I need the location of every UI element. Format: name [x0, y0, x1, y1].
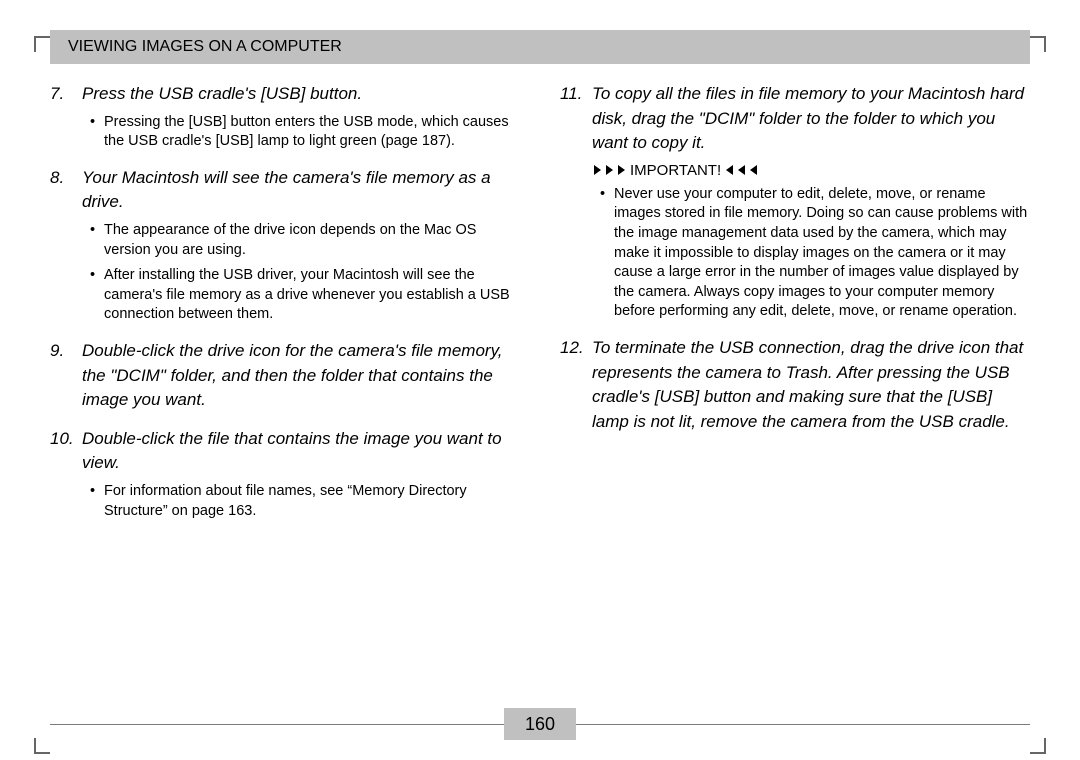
important-label-text: IMPORTANT! [630, 162, 721, 179]
important-callout-label: IMPORTANT! [594, 162, 1030, 179]
manual-page: VIEWING IMAGES ON A COMPUTER 7. Press th… [0, 30, 1080, 760]
footer-rule-left [50, 724, 504, 725]
step-8: 8. Your Macintosh will see the camera's … [50, 166, 520, 325]
step-text: Double-click the drive icon for the came… [82, 339, 520, 413]
step-7-bullets: Pressing the [USB] button enters the USB… [90, 113, 520, 152]
column-left: 7. Press the USB cradle's [USB] button. … [50, 82, 520, 535]
section-header-title: VIEWING IMAGES ON A COMPUTER [68, 38, 342, 56]
step-number: 12. [560, 336, 592, 361]
page-number: 160 [504, 708, 576, 740]
corner-mark-bottom-left [34, 738, 50, 754]
step-10-bullets: For information about file names, see “M… [90, 482, 520, 521]
step-text: Press the USB cradle's [USB] button. [82, 82, 520, 107]
step-12: 12. To terminate the USB connection, dra… [560, 336, 1030, 435]
triangle-right-icon [618, 165, 625, 175]
step-number: 11. [560, 82, 592, 107]
list-item: For information about file names, see “M… [90, 482, 520, 521]
triangle-left-icon [726, 165, 733, 175]
step-9: 9. Double-click the drive icon for the c… [50, 339, 520, 413]
triangle-left-icon [738, 165, 745, 175]
footer-rule-right [576, 724, 1030, 725]
list-item: After installing the USB driver, your Ma… [90, 266, 520, 325]
step-text: Your Macintosh will see the camera's fil… [82, 166, 520, 215]
step-text: Double-click the file that contains the … [82, 427, 520, 476]
column-right: 11. To copy all the files in file memory… [560, 82, 1030, 535]
step-number: 8. [50, 166, 82, 191]
step-7: 7. Press the USB cradle's [USB] button. … [50, 82, 520, 152]
step-number: 7. [50, 82, 82, 107]
corner-mark-top-left [34, 36, 50, 52]
step-number: 9. [50, 339, 82, 364]
triangle-right-icon [606, 165, 613, 175]
section-header-bar: VIEWING IMAGES ON A COMPUTER [50, 30, 1030, 64]
corner-mark-top-right [1030, 36, 1046, 52]
important-bullets: Never use your computer to edit, delete,… [600, 185, 1030, 322]
step-10: 10. Double-click the file that contains … [50, 427, 520, 521]
step-11: 11. To copy all the files in file memory… [560, 82, 1030, 322]
corner-mark-bottom-right [1030, 738, 1046, 754]
list-item: Pressing the [USB] button enters the USB… [90, 113, 520, 152]
step-number: 10. [50, 427, 82, 452]
list-item: Never use your computer to edit, delete,… [600, 185, 1030, 322]
triangle-right-icon [594, 165, 601, 175]
triangle-left-icon [750, 165, 757, 175]
list-item: The appearance of the drive icon depends… [90, 221, 520, 260]
page-footer: 160 [50, 708, 1030, 740]
step-text: To copy all the files in file memory to … [592, 82, 1030, 156]
step-8-bullets: The appearance of the drive icon depends… [90, 221, 520, 325]
step-text: To terminate the USB connection, drag th… [592, 336, 1030, 435]
content-columns: 7. Press the USB cradle's [USB] button. … [50, 82, 1030, 535]
